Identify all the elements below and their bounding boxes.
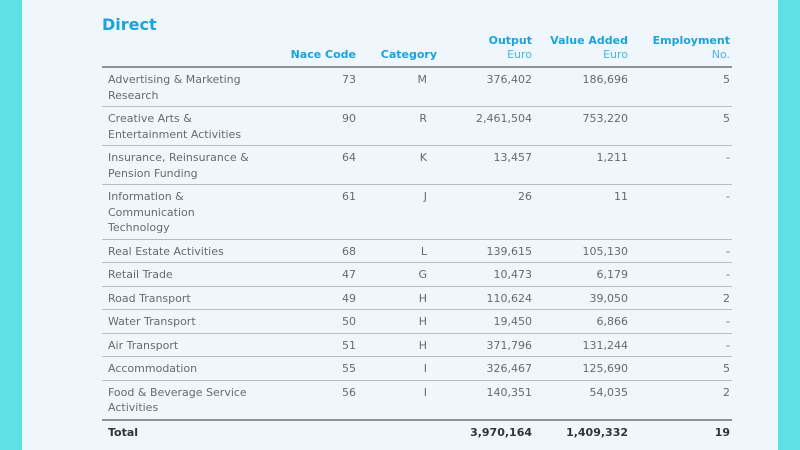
cell-value-added: 6,179 xyxy=(534,262,630,286)
cell-category: H xyxy=(358,285,437,310)
cell-category: H xyxy=(358,309,437,333)
cell-employment: - xyxy=(630,238,732,263)
cell-name: Real Estate Activities xyxy=(102,238,252,263)
cell-nace: 90 xyxy=(252,106,358,146)
cell-nace: 50 xyxy=(252,309,358,333)
cell-nace: 49 xyxy=(252,285,358,310)
page: Direct Nace Code Category Output Euro Val… xyxy=(22,0,778,450)
cell-name: Air Transport xyxy=(102,332,252,357)
cell-category: G xyxy=(358,262,437,286)
cell-name: Water Transport xyxy=(102,309,252,333)
cell-nace: 55 xyxy=(252,356,358,380)
cell-nace: 61 xyxy=(252,184,358,239)
total-category xyxy=(358,418,437,443)
cell-employment: 5 xyxy=(630,356,732,380)
cell-output: 140,351 xyxy=(437,379,534,420)
cell-nace: 47 xyxy=(252,262,358,286)
header-output: Output Euro xyxy=(488,34,532,61)
table-header: Nace Code Category Output Euro Value Adde… xyxy=(102,34,732,67)
cell-name: Creative Arts & Entertainment Activities xyxy=(102,106,252,146)
table-row: Water Transport 50 H 19,450 6,866- xyxy=(102,309,732,333)
cell-output: 10,473 xyxy=(437,262,534,286)
cell-value-added: 54,035 xyxy=(534,379,630,420)
cell-value-added: 6,866 xyxy=(534,309,630,333)
cell-name: Information & Communication Technology xyxy=(102,184,252,239)
cell-nace: 56 xyxy=(252,379,358,420)
total-value-added: 1,409,332 xyxy=(534,418,630,443)
table-row: Food & Beverage Service Activities 56 I 140… xyxy=(102,379,732,420)
cell-employment: 5 xyxy=(630,106,732,146)
cell-category: I xyxy=(358,379,437,420)
cell-name: Advertising & Marketing Research xyxy=(102,66,252,107)
cell-output: 13,457 xyxy=(437,145,534,185)
cell-employment: 5 xyxy=(630,66,732,107)
cell-category: I xyxy=(358,356,437,380)
table-row: Road Transport 49 H 110,624 39,050 2 xyxy=(102,285,732,310)
cell-output: 376,402 xyxy=(437,66,534,107)
cell-nace: 51 xyxy=(252,332,358,357)
cell-output: 110,624 xyxy=(437,285,534,310)
cell-nace: 73 xyxy=(252,66,358,107)
cell-employment: - xyxy=(630,262,732,286)
cell-employment: - xyxy=(630,332,732,357)
table-row: Insurance, Reinsurance & Pension Funding… xyxy=(102,145,732,185)
cell-value-added: 39,050 xyxy=(534,285,630,310)
header-nace: Nace Code xyxy=(290,48,356,61)
cell-value-added: 186,696 xyxy=(534,66,630,107)
cell-category: K xyxy=(358,145,437,185)
cell-output: 371,796 xyxy=(437,332,534,357)
table-row: Accommodation 55 I 326,467 125,690 5 xyxy=(102,356,732,380)
cell-nace: 68 xyxy=(252,238,358,263)
total-nace xyxy=(252,418,358,443)
section-title: Direct xyxy=(102,15,157,34)
cell-output: 19,450 xyxy=(437,309,534,333)
cell-employment: - xyxy=(630,184,732,239)
table-row: Creative Arts & Entertainment Activities… xyxy=(102,106,732,146)
cell-category: L xyxy=(358,238,437,263)
total-employment: 19 xyxy=(630,418,732,443)
cell-category: M xyxy=(358,66,437,107)
cell-value-added: 753,220 xyxy=(534,106,630,146)
cell-name: Accommodation xyxy=(102,356,252,380)
cell-output: 2,461,504 xyxy=(437,106,534,146)
cell-name: Retail Trade xyxy=(102,262,252,286)
cell-category: H xyxy=(358,332,437,357)
cell-value-added: 1,211 xyxy=(534,145,630,185)
total-row: Total 3,970,164 1,409,332 19 xyxy=(102,418,732,443)
cell-employment: 2 xyxy=(630,285,732,310)
cell-category: R xyxy=(358,106,437,146)
cell-value-added: 125,690 xyxy=(534,356,630,380)
cell-value-added: 131,244 xyxy=(534,332,630,357)
table-row: Advertising & Marketing Research 73 M 376,4… xyxy=(102,66,732,107)
cell-employment: - xyxy=(630,145,732,185)
header-category: Category xyxy=(380,48,437,61)
cell-name: Insurance, Reinsurance & Pension Funding xyxy=(102,145,252,185)
table-row: Retail Trade 47 G 10,473 6,179- xyxy=(102,262,732,286)
cell-name: Food & Beverage Service Activities xyxy=(102,379,252,420)
cell-category: J xyxy=(358,184,437,239)
cell-output: 326,467 xyxy=(437,356,534,380)
table-row: Real Estate Activities 68 L 139,615 105,130- xyxy=(102,238,732,263)
direct-impact-table: Nace Code Category Output Euro Value Adde… xyxy=(102,34,732,443)
header-employment: Employment No. xyxy=(652,34,730,61)
header-name xyxy=(102,34,252,67)
total-output: 3,970,164 xyxy=(437,418,534,443)
header-value-added: Value Added Euro xyxy=(550,34,628,61)
cell-value-added: 105,130 xyxy=(534,238,630,263)
cell-nace: 64 xyxy=(252,145,358,185)
table-row: Air Transport 51 H 371,796 131,244- xyxy=(102,332,732,357)
cell-name: Road Transport xyxy=(102,285,252,310)
cell-output: 139,615 xyxy=(437,238,534,263)
cell-employment: 2 xyxy=(630,379,732,420)
cell-output: 26 xyxy=(437,184,534,239)
cell-employment: - xyxy=(630,309,732,333)
table-row: Information & Communication Technology 61… xyxy=(102,184,732,239)
total-label: Total xyxy=(102,418,252,443)
cell-value-added: 11 xyxy=(534,184,630,239)
